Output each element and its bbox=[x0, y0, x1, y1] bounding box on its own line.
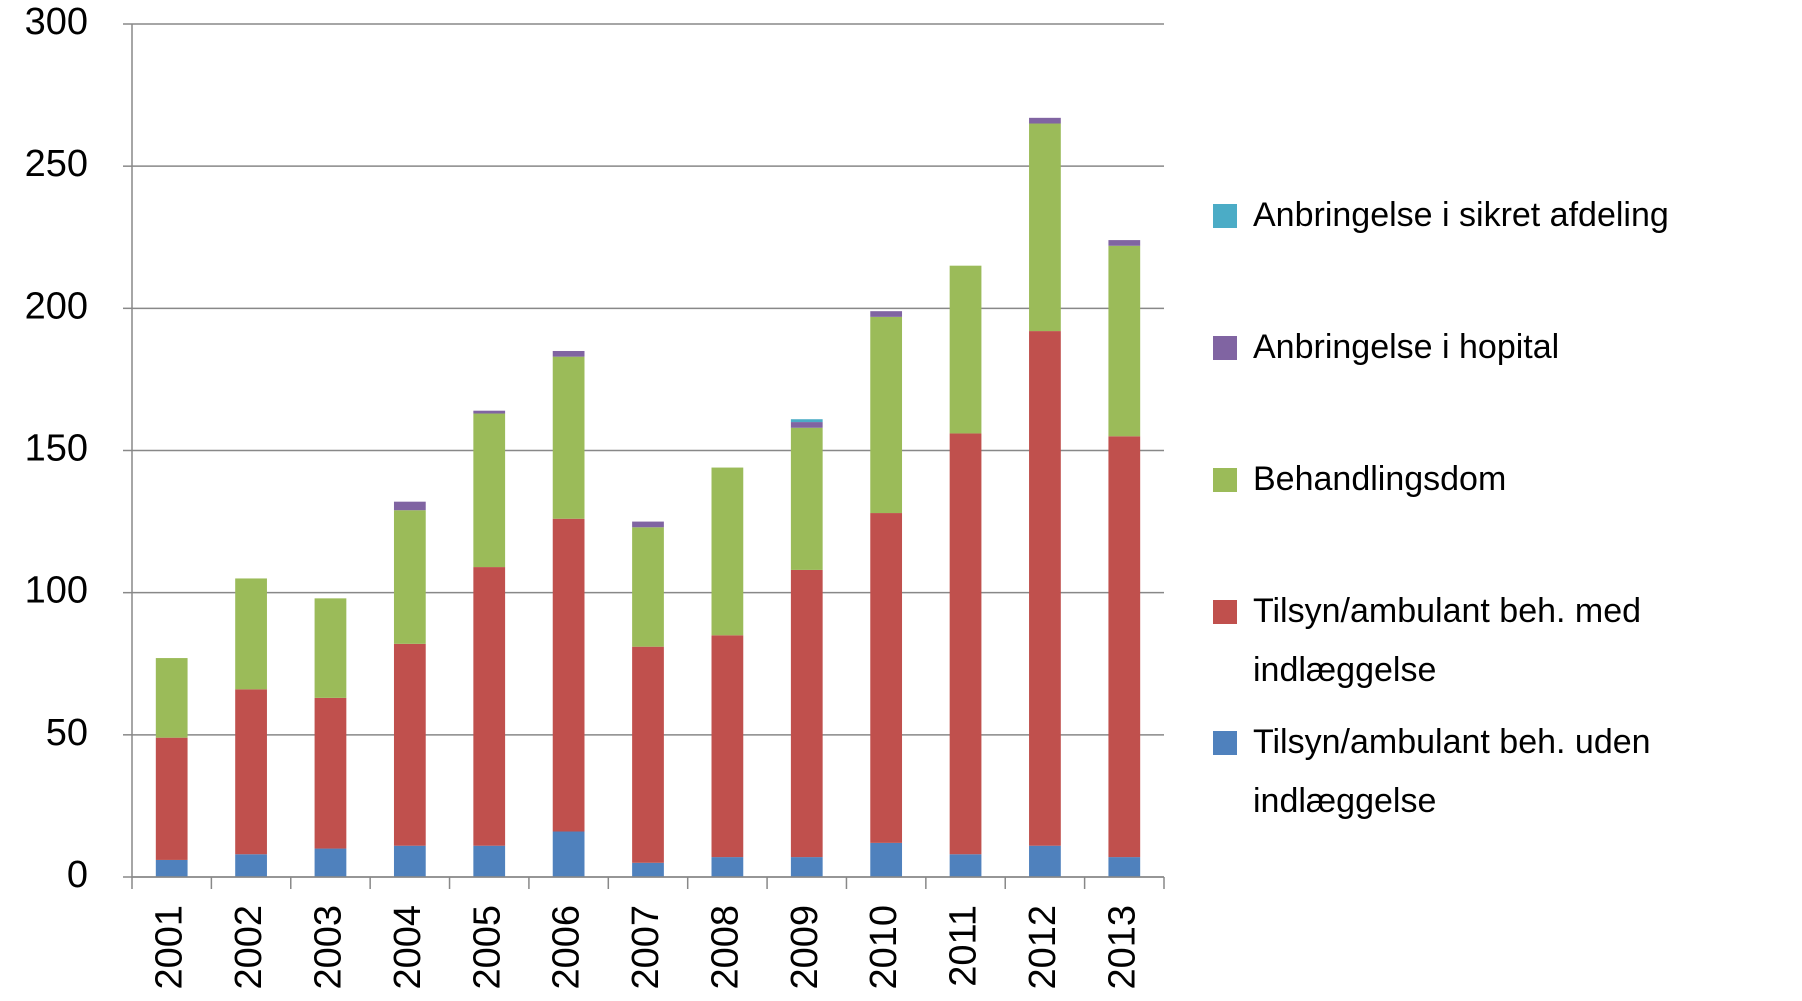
legend-label: Behandlingsdom bbox=[1253, 460, 1507, 498]
bar-segment bbox=[1108, 857, 1141, 877]
bar-segment bbox=[235, 578, 267, 690]
y-tick-label: 0 bbox=[67, 854, 88, 896]
bar-segment bbox=[790, 857, 823, 877]
bar-segment bbox=[870, 513, 903, 843]
bar-segment bbox=[949, 265, 982, 434]
bar-segment bbox=[473, 413, 506, 568]
x-tick-label: 2009 bbox=[784, 905, 826, 990]
legend-label: Tilsyn/ambulant beh. med indlæggelse bbox=[1253, 592, 1642, 689]
bar-segment bbox=[1108, 240, 1141, 246]
x-tick-label: 2011 bbox=[943, 905, 985, 987]
x-tick-label: 2001 bbox=[149, 905, 191, 990]
x-tick-label: 2008 bbox=[704, 905, 746, 990]
bar-segment bbox=[235, 689, 267, 855]
bar-segment bbox=[235, 854, 267, 877]
bar-segment bbox=[1029, 845, 1061, 877]
legend-item: Behandlingsdom bbox=[1213, 450, 1793, 509]
bar-segment bbox=[314, 697, 347, 849]
legend-swatch bbox=[1213, 204, 1237, 228]
bar-segment bbox=[552, 356, 585, 519]
legend-label: Anbringelse i sikret afdeling bbox=[1253, 196, 1669, 234]
x-tick-label: 2003 bbox=[307, 905, 349, 990]
bar-segment bbox=[711, 857, 744, 877]
bar-segment bbox=[155, 859, 188, 877]
bar-segment bbox=[314, 848, 347, 877]
x-tick-label: 2010 bbox=[863, 905, 905, 990]
legend-item: Tilsyn/ambulant beh. med indlæggelse bbox=[1213, 582, 1793, 700]
bar-segment bbox=[870, 842, 903, 877]
bar-segment bbox=[790, 569, 823, 858]
bar-segment bbox=[552, 518, 585, 832]
y-tick-label: 250 bbox=[25, 143, 88, 185]
y-tick-label: 50 bbox=[46, 712, 88, 754]
y-tick-label: 300 bbox=[25, 1, 88, 43]
x-tick-label: 2012 bbox=[1022, 905, 1064, 990]
bar-segment bbox=[393, 643, 426, 846]
bar-segment bbox=[473, 567, 506, 846]
x-tick-label: 2002 bbox=[228, 905, 270, 990]
bar-segment bbox=[393, 501, 426, 511]
bar-segment bbox=[155, 737, 188, 860]
bar-segment bbox=[711, 635, 744, 858]
y-tick-label: 150 bbox=[25, 428, 88, 470]
legend-swatch bbox=[1213, 468, 1237, 492]
legend-swatch bbox=[1213, 731, 1237, 755]
bar-segment bbox=[552, 831, 585, 877]
legend-label: Tilsyn/ambulant beh. uden indlæggelse bbox=[1253, 723, 1651, 820]
bar-segment bbox=[393, 845, 426, 877]
bar-segment bbox=[1029, 117, 1061, 124]
bar-segment bbox=[314, 598, 347, 698]
legend-item: Anbringelse i hopital bbox=[1213, 318, 1793, 377]
bar-segment bbox=[632, 527, 664, 647]
y-tick-label: 100 bbox=[25, 570, 88, 612]
legend-swatch bbox=[1213, 600, 1237, 624]
x-tick-label: 2007 bbox=[625, 905, 667, 990]
legend-swatch bbox=[1213, 336, 1237, 360]
bar-segment bbox=[632, 862, 664, 877]
legend-label: Anbringelse i hopital bbox=[1253, 328, 1560, 366]
bar-segment bbox=[473, 845, 506, 877]
bar-segment bbox=[1108, 436, 1141, 858]
bar-segment bbox=[949, 433, 982, 855]
bar-segment bbox=[870, 311, 903, 317]
bar-segment bbox=[711, 467, 744, 636]
bar-segment bbox=[393, 510, 426, 644]
x-tick-label: 2006 bbox=[546, 905, 588, 990]
bar-segment bbox=[790, 419, 823, 423]
bar-segment bbox=[1029, 123, 1061, 332]
bar-segment bbox=[155, 658, 188, 738]
bar-segment bbox=[632, 646, 664, 863]
bar-segment bbox=[473, 410, 506, 414]
bar-segment bbox=[790, 427, 823, 570]
bar-segment bbox=[632, 521, 664, 528]
x-tick-label: 2005 bbox=[466, 905, 508, 990]
bar-segment bbox=[1108, 245, 1141, 437]
legend-item: Anbringelse i sikret afdeling bbox=[1213, 186, 1793, 245]
x-tick-label: 2013 bbox=[1101, 905, 1143, 990]
bar-segment bbox=[1029, 331, 1061, 846]
bar-segment bbox=[870, 316, 903, 514]
legend-item: Tilsyn/ambulant beh. uden indlæggelse bbox=[1213, 713, 1793, 831]
x-tick-label: 2004 bbox=[387, 905, 429, 990]
bar-segment bbox=[790, 422, 823, 428]
bar-segment bbox=[552, 350, 585, 357]
y-tick-label: 200 bbox=[25, 285, 88, 327]
bar-segment bbox=[949, 854, 982, 877]
